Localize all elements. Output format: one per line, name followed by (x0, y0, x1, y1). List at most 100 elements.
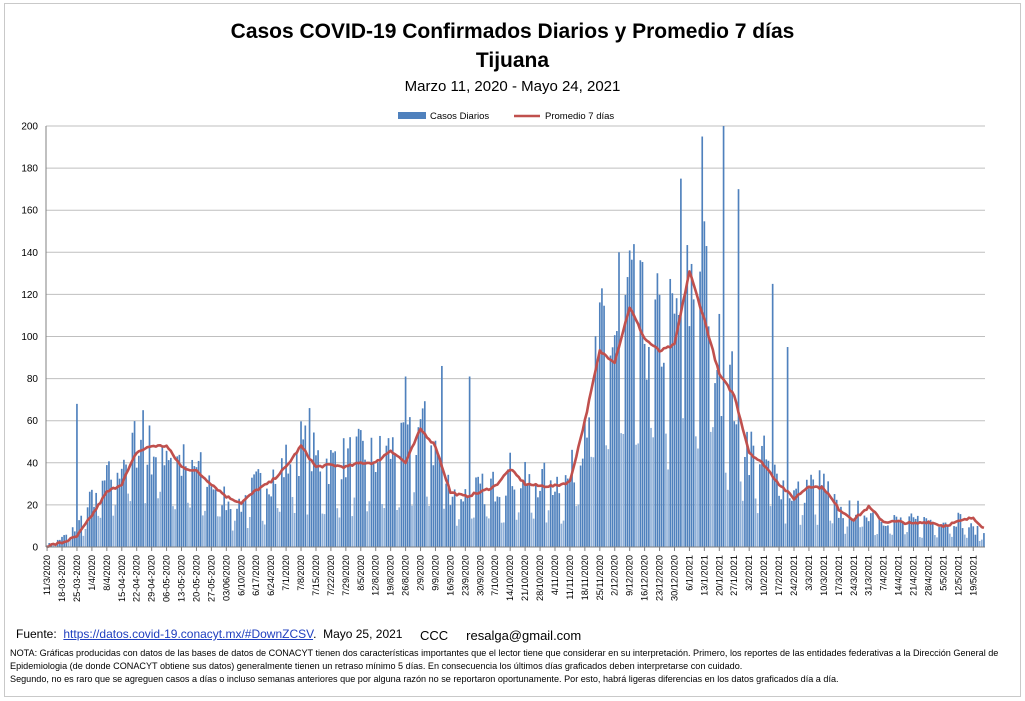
daily-bar (317, 450, 319, 547)
daily-bar (837, 517, 840, 547)
chart-frame (4, 3, 1021, 697)
daily-bar (423, 401, 426, 547)
daily-bar (146, 464, 149, 547)
daily-bar (276, 508, 279, 547)
daily-bar (300, 421, 302, 547)
daily-bar (797, 481, 800, 547)
daily-bar (73, 531, 76, 547)
daily-bar (626, 277, 629, 547)
daily-bar (400, 422, 403, 547)
daily-bar (120, 468, 123, 547)
daily-bar (652, 437, 654, 547)
source-link[interactable]: https://datos.covid-19.conacyt.mx/#DownZ… (63, 627, 314, 641)
daily-bar (257, 469, 260, 547)
footnote-line-2: Segundo, no es raro que se agreguen caso… (10, 674, 839, 684)
x-tick-label: 25-03-2020 (72, 555, 82, 602)
daily-bar (419, 419, 422, 547)
x-tick-label: 26/8/2020 (401, 555, 411, 596)
daily-bar (840, 506, 842, 547)
daily-bar (327, 484, 330, 547)
daily-bar (274, 483, 277, 547)
daily-bar (946, 524, 949, 547)
daily-bar (441, 365, 443, 547)
daily-bar (671, 293, 674, 547)
daily-bar (368, 501, 371, 547)
daily-bar (968, 527, 970, 547)
daily-bar (159, 491, 162, 547)
daily-bar (752, 445, 755, 547)
daily-bar (863, 515, 866, 547)
y-tick-label: 180 (21, 164, 38, 175)
daily-bar (176, 456, 179, 547)
daily-bar (304, 425, 307, 547)
daily-bar (381, 504, 383, 547)
daily-bar (641, 261, 644, 547)
x-tick-label: 2/9/2020 (416, 555, 426, 591)
daily-bar (165, 450, 168, 547)
daily-bar (336, 508, 339, 547)
daily-bar (756, 513, 759, 547)
daily-bar (246, 528, 249, 547)
x-tick-label: 7/22/2020 (326, 555, 336, 596)
daily-bar (496, 496, 499, 547)
daily-bar (980, 539, 983, 547)
daily-bar (182, 444, 185, 547)
daily-bar (919, 537, 921, 547)
chart-subtitle: Tijuana (475, 49, 550, 72)
chart-title: Casos COVID-19 Confirmados Diarios y Pro… (230, 20, 795, 43)
x-tick-label: 29-04-2020 (147, 555, 157, 602)
daily-bar (394, 454, 396, 547)
daily-bar (248, 516, 251, 547)
daily-bar (438, 458, 441, 547)
daily-bar (225, 510, 228, 547)
daily-bar (778, 495, 780, 547)
daily-bar (82, 535, 85, 547)
daily-bar (385, 445, 388, 547)
daily-bar (157, 498, 159, 547)
daily-bar (131, 432, 134, 547)
daily-bar (468, 376, 471, 547)
daily-bar (976, 525, 979, 547)
daily-bar (694, 436, 697, 547)
daily-bar (767, 460, 770, 547)
daily-bar (413, 492, 415, 547)
daily-bar (530, 512, 533, 547)
daily-bar (603, 305, 605, 547)
daily-bar (906, 532, 908, 547)
daily-bar (874, 535, 876, 547)
daily-bar (848, 500, 851, 547)
daily-bar (216, 516, 219, 547)
y-tick-label: 200 (21, 122, 38, 133)
daily-bar (739, 481, 742, 547)
daily-bar (266, 488, 268, 547)
daily-bar (556, 476, 558, 547)
daily-bar (720, 416, 723, 547)
daily-bar (289, 464, 292, 547)
daily-bar (517, 512, 520, 547)
daily-bar (520, 488, 522, 547)
daily-bar (308, 408, 311, 547)
legend: Casos Diarios Promedio 7 días (398, 111, 614, 122)
x-tick-label: 10/2/2021 (759, 555, 769, 596)
credit-email: resalga@gmail.com (466, 628, 582, 643)
source-label: Fuente: (16, 627, 57, 641)
x-tick-label: 9/12/2020 (625, 555, 635, 596)
daily-bar (852, 518, 855, 547)
x-tick-label: 6/17/2020 (251, 555, 261, 596)
daily-bar (464, 489, 467, 547)
daily-bar (955, 526, 958, 547)
daily-bar (705, 246, 708, 547)
x-tick-label: 03/06/2020 (221, 555, 231, 601)
daily-bar (592, 457, 595, 547)
daily-bar (970, 523, 972, 547)
daily-bar (537, 497, 539, 547)
daily-bar (667, 469, 669, 547)
x-tick-label: 28/4/2021 (923, 555, 933, 596)
daily-bar (786, 347, 789, 547)
daily-bar (449, 505, 452, 547)
daily-bar (857, 500, 859, 547)
daily-bar (515, 519, 518, 547)
y-axis-ticks: 0 20 40 60 80 100 120 140 160 180 200 (21, 122, 38, 554)
daily-bar (867, 521, 870, 547)
x-tick-label: 16/9/2020 (445, 555, 455, 596)
